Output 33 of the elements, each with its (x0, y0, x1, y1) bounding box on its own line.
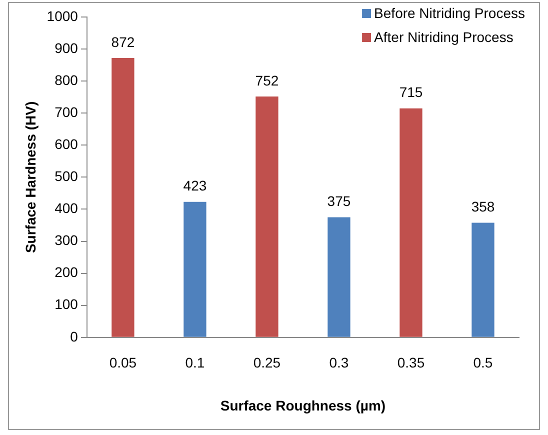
data-label: 358 (471, 198, 495, 215)
legend-label: After Nitriding Process (374, 28, 514, 45)
bar (328, 217, 350, 337)
x-tick-label: 0.25 (253, 354, 281, 371)
y-tick-label: 1000 (46, 8, 78, 24)
y-tick-label: 800 (54, 72, 78, 88)
y-tick-label: 0 (70, 328, 78, 344)
bar (256, 96, 278, 337)
y-tick-label: 700 (54, 104, 78, 120)
x-axis-title: Surface Roughness (µm) (220, 397, 386, 414)
y-tick-label: 200 (54, 264, 78, 280)
y-tick-label: 900 (54, 40, 78, 56)
x-tick-label: 0.35 (397, 354, 425, 371)
data-label: 375 (327, 193, 351, 210)
y-tick-label: 300 (54, 232, 78, 248)
data-label: 872 (111, 34, 135, 50)
data-label: 715 (399, 84, 423, 100)
x-tick-label: 0.5 (473, 354, 493, 371)
x-tick-label: 0.3 (329, 354, 349, 371)
bar (112, 58, 134, 337)
y-axis-title: Surface Hardness (HV) (22, 101, 38, 254)
y-tick-label: 600 (54, 136, 78, 152)
x-tick-label: 0.1 (185, 354, 205, 371)
x-tick-label: 0.05 (109, 354, 137, 371)
y-tick-label: 400 (54, 200, 78, 216)
data-label: 423 (183, 178, 207, 194)
legend-label: Before Nitriding Process (374, 4, 525, 21)
bar (472, 222, 494, 337)
bar (400, 108, 422, 337)
y-tick-label: 500 (54, 168, 78, 184)
data-label: 752 (255, 72, 279, 88)
bar (184, 202, 206, 337)
y-tick-label: 100 (54, 296, 78, 312)
